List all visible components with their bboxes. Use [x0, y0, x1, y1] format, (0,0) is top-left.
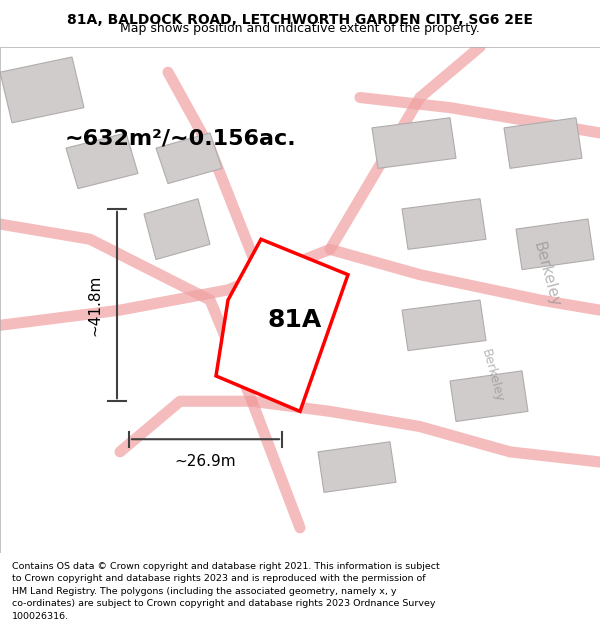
Polygon shape	[450, 371, 528, 421]
Text: ~632m²/~0.156ac.: ~632m²/~0.156ac.	[64, 128, 296, 148]
Polygon shape	[156, 133, 222, 184]
Polygon shape	[402, 300, 486, 351]
Polygon shape	[516, 219, 594, 269]
Polygon shape	[144, 199, 210, 259]
Text: Berkeley: Berkeley	[479, 348, 505, 404]
Text: 100026316.: 100026316.	[12, 612, 69, 621]
Text: to Crown copyright and database rights 2023 and is reproduced with the permissio: to Crown copyright and database rights 2…	[12, 574, 425, 583]
Polygon shape	[504, 118, 582, 168]
Polygon shape	[402, 199, 486, 249]
Text: Contains OS data © Crown copyright and database right 2021. This information is : Contains OS data © Crown copyright and d…	[12, 562, 440, 571]
Text: HM Land Registry. The polygons (including the associated geometry, namely x, y: HM Land Registry. The polygons (includin…	[12, 587, 397, 596]
Polygon shape	[216, 239, 348, 411]
Text: 81A: 81A	[268, 308, 322, 332]
Polygon shape	[66, 133, 138, 189]
Polygon shape	[372, 118, 456, 168]
Text: ~26.9m: ~26.9m	[175, 454, 236, 469]
Polygon shape	[318, 442, 396, 493]
Text: co-ordinates) are subject to Crown copyright and database rights 2023 Ordnance S: co-ordinates) are subject to Crown copyr…	[12, 599, 436, 609]
Text: 81A, BALDOCK ROAD, LETCHWORTH GARDEN CITY, SG6 2EE: 81A, BALDOCK ROAD, LETCHWORTH GARDEN CIT…	[67, 13, 533, 27]
Polygon shape	[0, 57, 84, 122]
Text: Berkeley: Berkeley	[530, 241, 562, 309]
Text: Map shows position and indicative extent of the property.: Map shows position and indicative extent…	[120, 22, 480, 35]
Text: ~41.8m: ~41.8m	[87, 274, 102, 336]
